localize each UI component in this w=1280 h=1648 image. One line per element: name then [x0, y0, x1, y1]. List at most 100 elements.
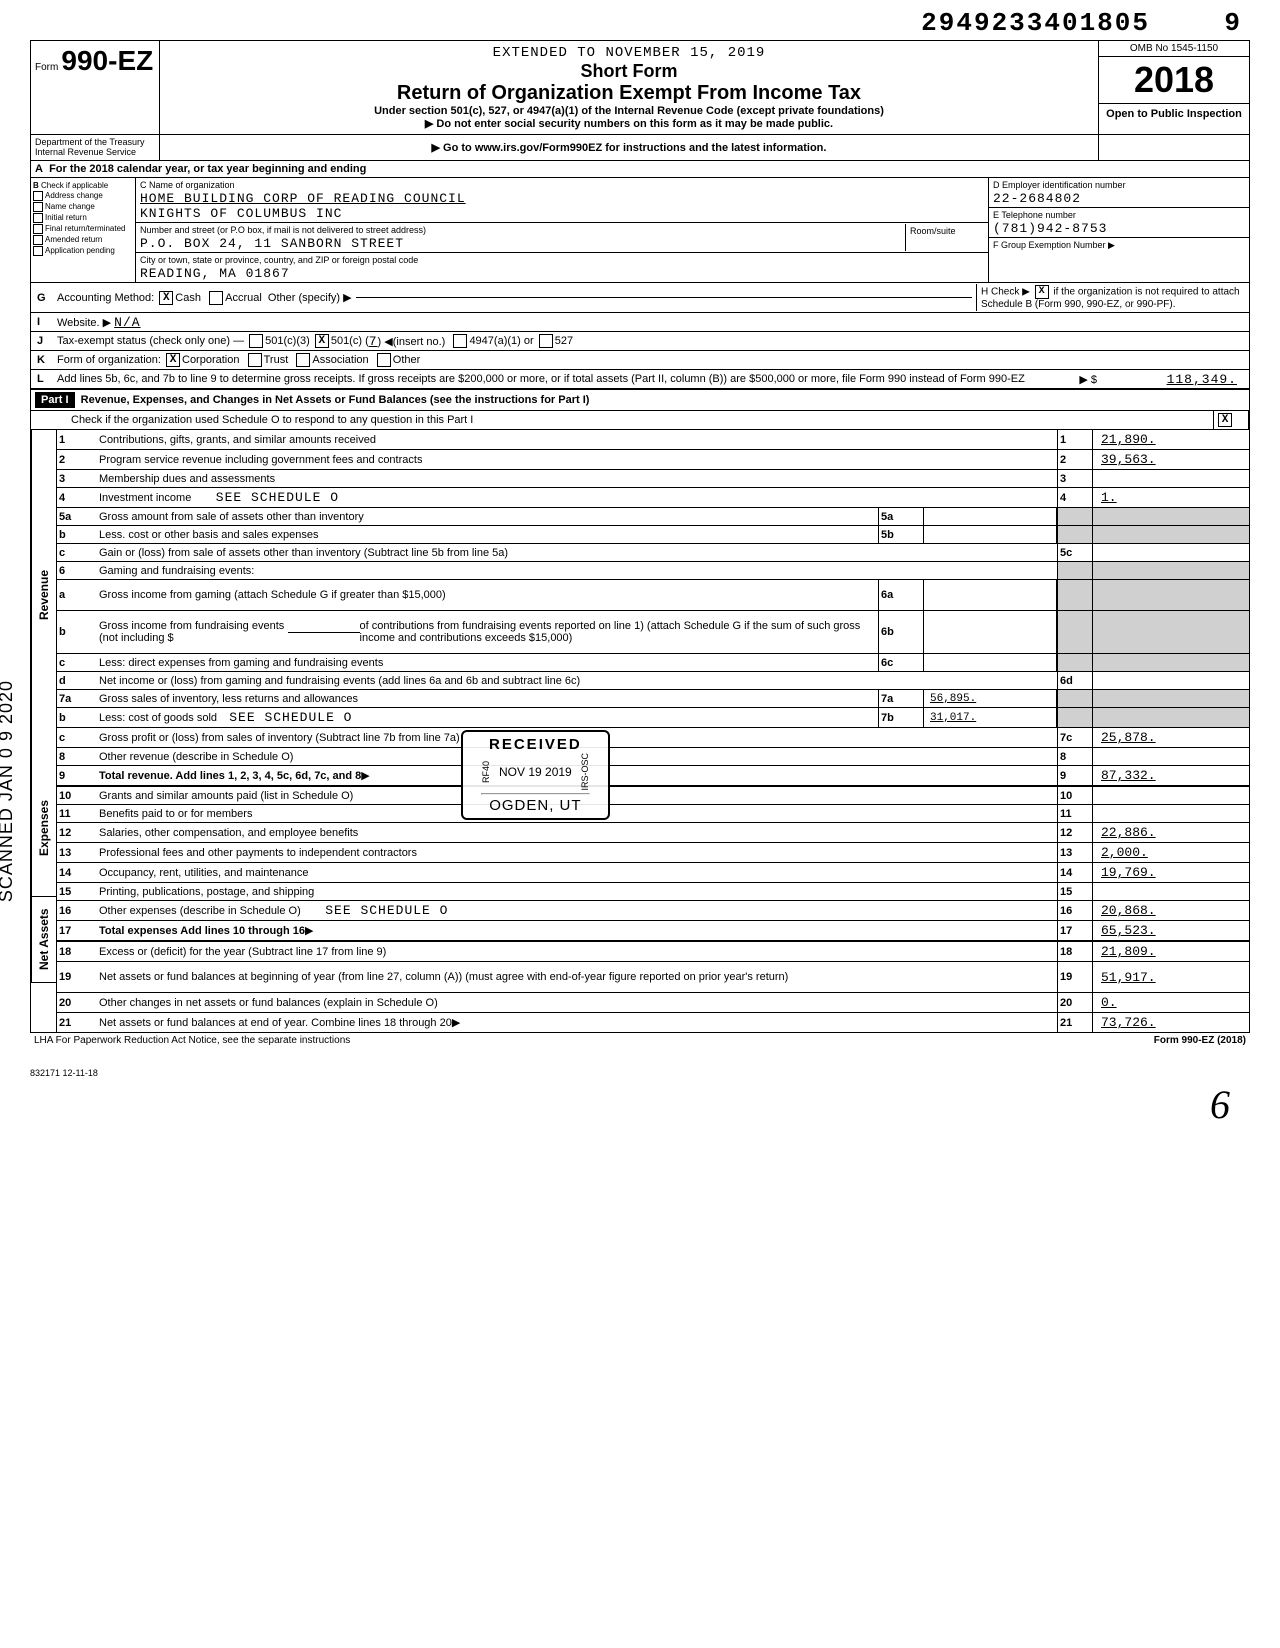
- line-10-val: [1092, 787, 1249, 804]
- schedule-o-note: Check if the organization used Schedule …: [31, 411, 1213, 429]
- tax-year: 2018: [1099, 57, 1249, 104]
- line-9-val: 87,332.: [1092, 766, 1249, 785]
- line-9-desc: Total revenue. Add lines 1, 2, 3, 4, 5c,…: [99, 770, 361, 782]
- received-stamp: RECEIVED RF40 NOV 19 2019 IRS-OSC OGDEN,…: [461, 730, 610, 820]
- stamp-number: 2949233401805: [921, 8, 1150, 38]
- omb-number: OMB No 1545-1150: [1099, 41, 1249, 57]
- line-16-desc: Other expenses (describe in Schedule O): [99, 905, 301, 917]
- other-method-label: Other (specify) ▶: [268, 291, 352, 304]
- 527-checkbox[interactable]: [539, 334, 553, 348]
- netassets-label: Net Assets: [31, 897, 56, 983]
- line-6a-desc: Gross income from gaming (attach Schedul…: [95, 580, 878, 610]
- accrual-label: Accrual: [225, 292, 262, 304]
- 4947-label: 4947(a)(1) or: [469, 335, 533, 347]
- 4947-checkbox[interactable]: [453, 334, 467, 348]
- line-a: A For the 2018 calendar year, or tax yea…: [31, 161, 1249, 178]
- 501c3-checkbox[interactable]: [249, 334, 263, 348]
- line-17-val: 65,523.: [1092, 921, 1249, 940]
- cash-label: Cash: [175, 292, 201, 304]
- line-1-val: 21,890.: [1092, 430, 1249, 449]
- line-4-val: 1.: [1092, 488, 1249, 507]
- line-2-desc: Program service revenue including govern…: [95, 450, 1057, 469]
- line-5b-desc: Less. cost or other basis and sales expe…: [95, 526, 878, 543]
- website-value: N/A: [114, 315, 140, 330]
- received-date: NOV 19 2019: [499, 765, 572, 779]
- phone: (781)942-8753: [993, 221, 1107, 236]
- signature-mark: 6: [1210, 1081, 1230, 1128]
- form-org-label: Form of organization:: [57, 354, 161, 366]
- short-form-label: Short Form: [168, 61, 1090, 82]
- line-13-val: 2,000.: [1092, 843, 1249, 862]
- line-4-note: SEE SCHEDULE O: [216, 490, 339, 505]
- line-6b-post: of contributions from fundraising events…: [360, 620, 874, 644]
- footer-form: Form 990-EZ (2018): [1154, 1035, 1246, 1046]
- org-info: C Name of organization HOME BUILDING COR…: [136, 178, 988, 282]
- line-3-val: [1092, 470, 1249, 487]
- open-public: Open to Public Inspection: [1099, 104, 1249, 124]
- org-name-2: KNIGHTS OF COLUMBUS INC: [140, 206, 342, 221]
- line-6-desc: Gaming and fundraising events:: [95, 562, 1057, 579]
- 501c-number: 7: [369, 334, 378, 349]
- line-1-desc: Contributions, gifts, grants, and simila…: [95, 430, 1057, 449]
- e-label: E Telephone number: [993, 210, 1076, 220]
- other-org-checkbox[interactable]: [377, 353, 391, 367]
- stamp-side-1: RF40: [481, 761, 491, 783]
- room-label: Room/suite: [910, 226, 956, 236]
- tax-exempt-label: Tax-exempt status (check only one) —: [57, 335, 244, 347]
- address-label: Number and street (or P.O box, if mail i…: [140, 225, 426, 235]
- corporation-label: Corporation: [182, 354, 239, 366]
- line-3-desc: Membership dues and assessments: [95, 470, 1057, 487]
- line-7a-desc: Gross sales of inventory, less returns a…: [95, 690, 878, 707]
- corp-checkbox[interactable]: X: [166, 353, 180, 367]
- line-16-note: SEE SCHEDULE O: [325, 903, 448, 918]
- line-19-desc: Net assets or fund balances at beginning…: [95, 962, 1057, 992]
- line-7b-note: SEE SCHEDULE O: [229, 710, 352, 725]
- h-checkbox[interactable]: X: [1035, 285, 1049, 299]
- line-5c-val: [1092, 544, 1249, 561]
- line-6b-pre: Gross income from fundraising events (no…: [99, 620, 288, 644]
- f-label: F Group Exemption Number ▶: [993, 240, 1115, 250]
- part1-checkbox[interactable]: X: [1218, 413, 1232, 427]
- line-7b-mid: 31,017.: [924, 708, 1057, 727]
- line-19-val: 51,917.: [1092, 962, 1249, 992]
- line-14-val: 19,769.: [1092, 863, 1249, 882]
- line-15-desc: Printing, publications, postage, and shi…: [95, 883, 1057, 900]
- website-instruction: Go to www.irs.gov/Form990EZ for instruct…: [160, 135, 1098, 160]
- website-label: Website. ▶: [57, 316, 111, 329]
- line-12-desc: Salaries, other compensation, and employ…: [95, 823, 1057, 842]
- trust-checkbox[interactable]: [248, 353, 262, 367]
- warning-1: Do not enter social security numbers on …: [168, 117, 1090, 130]
- d-label: D Employer identification number: [993, 180, 1126, 190]
- title-box: EXTENDED TO NOVEMBER 15, 2019 Short Form…: [160, 41, 1098, 134]
- trust-label: Trust: [264, 354, 289, 366]
- line-15-val: [1092, 883, 1249, 900]
- form-990ez: Form 990-EZ EXTENDED TO NOVEMBER 15, 201…: [30, 40, 1250, 1033]
- line-11-val: [1092, 805, 1249, 822]
- cash-checkbox[interactable]: X: [159, 291, 173, 305]
- part-1-heading: Revenue, Expenses, and Changes in Net As…: [81, 394, 590, 406]
- address: P.O. BOX 24, 11 SANBORN STREET: [140, 236, 404, 251]
- line-2-val: 39,563.: [1092, 450, 1249, 469]
- right-header-col: D Employer identification number 22-2684…: [988, 178, 1249, 282]
- line-7a-mid: 56,895.: [924, 690, 1057, 707]
- line-8-val: [1092, 748, 1249, 765]
- calendar-year-text: For the 2018 calendar year, or tax year …: [49, 163, 366, 175]
- stamp-side-2: IRS-OSC: [580, 753, 590, 791]
- subtitle: Under section 501(c), 527, or 4947(a)(1)…: [168, 105, 1090, 117]
- 501c-checkbox[interactable]: X: [315, 334, 329, 348]
- other-org-label: Other: [393, 354, 421, 366]
- main-title: Return of Organization Exempt From Incom…: [168, 82, 1090, 105]
- city-label: City or town, state or province, country…: [140, 255, 418, 265]
- line-21-desc: Net assets or fund balances at end of ye…: [99, 1017, 452, 1029]
- page-number-top: 9: [1224, 8, 1240, 38]
- form-prefix: Form: [35, 62, 58, 73]
- accrual-checkbox[interactable]: [209, 291, 223, 305]
- assoc-checkbox[interactable]: [296, 353, 310, 367]
- department-label: Department of the Treasury Internal Reve…: [31, 135, 160, 160]
- line-7b-desc: Less: cost of goods sold: [99, 712, 217, 724]
- org-name-1: HOME BUILDING CORP OF READING COUNCIL: [140, 191, 466, 206]
- line-20-val: 0.: [1092, 993, 1249, 1012]
- line-l-text: Add lines 5b, 6c, and 7b to line 9 to de…: [57, 373, 1079, 385]
- line-6d-val: [1092, 672, 1249, 689]
- gross-receipts: 118,349.: [1097, 372, 1245, 387]
